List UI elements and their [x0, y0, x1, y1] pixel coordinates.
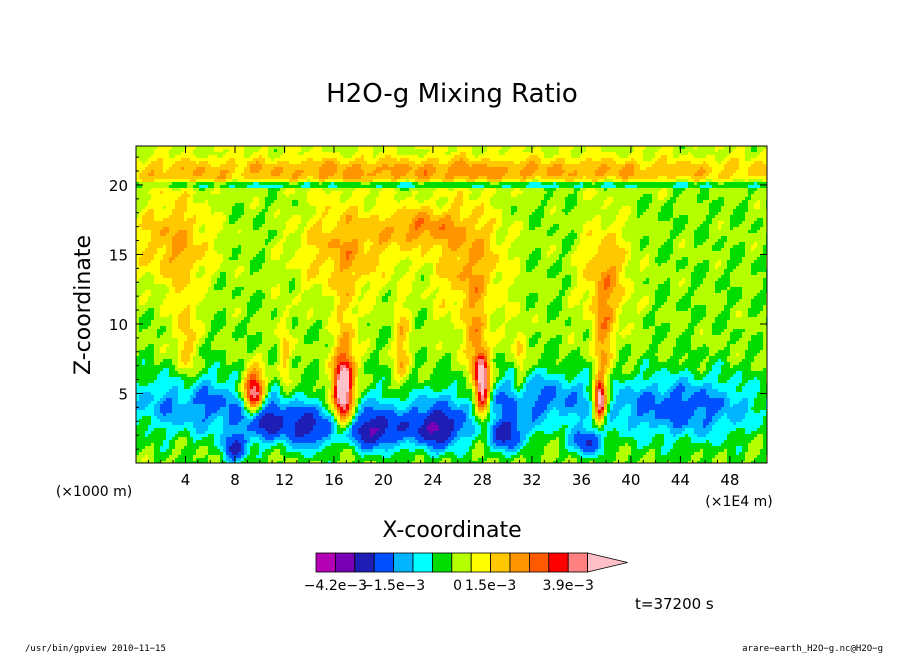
plot-area — [136, 146, 770, 465]
chart-title: H2O-g Mixing Ratio — [326, 79, 578, 109]
